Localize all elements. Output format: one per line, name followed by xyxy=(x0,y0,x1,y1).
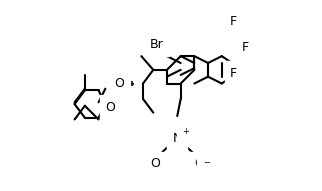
Text: F: F xyxy=(230,15,237,28)
Text: O: O xyxy=(150,157,160,170)
Text: O: O xyxy=(106,101,116,114)
Text: −: − xyxy=(203,158,210,167)
Text: O: O xyxy=(114,77,124,90)
Text: F: F xyxy=(230,67,237,80)
Text: +: + xyxy=(182,127,189,136)
Text: F: F xyxy=(242,41,249,54)
Text: O: O xyxy=(194,157,204,170)
Text: N: N xyxy=(173,132,182,145)
Text: Br: Br xyxy=(150,38,164,51)
